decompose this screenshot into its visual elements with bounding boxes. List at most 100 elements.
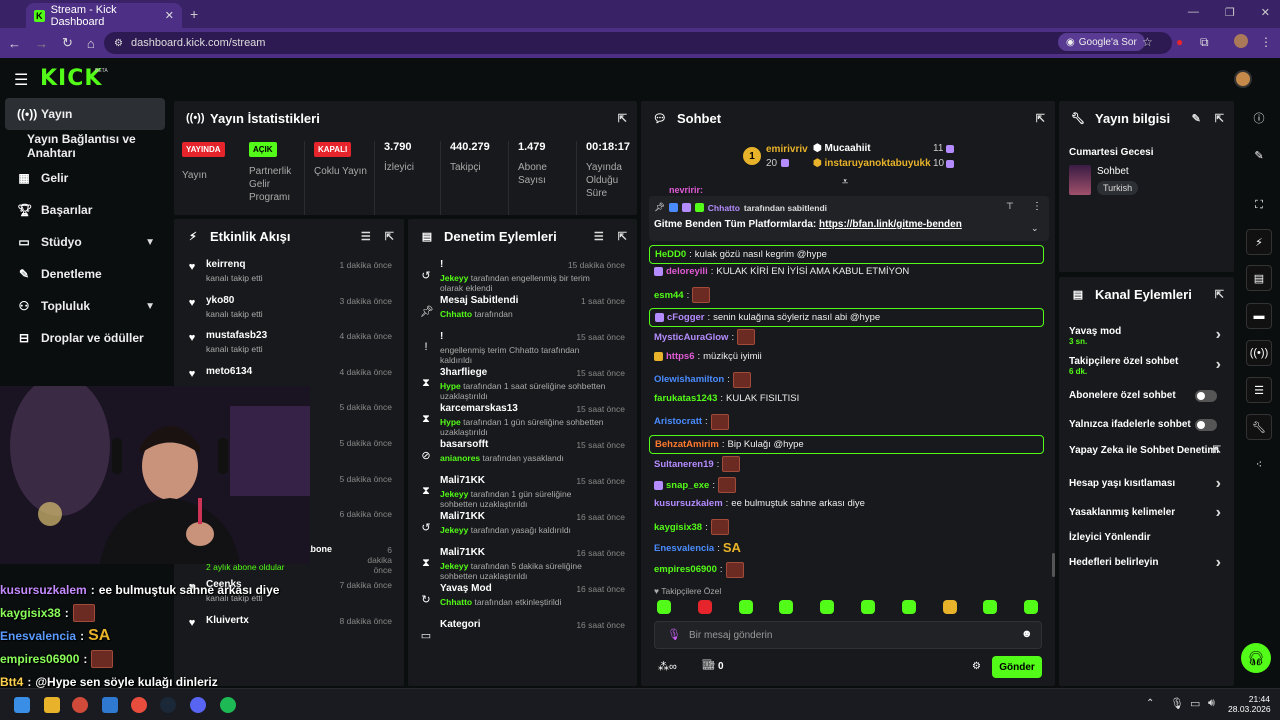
moderation-row[interactable]: 📌︎ Mesaj Sabitlendi Chhatto tarafından 1 sa… bbox=[408, 291, 637, 327]
moderation-row[interactable]: !! engellenmiş terim Chhatto tarafından k… bbox=[408, 327, 637, 365]
chat-username[interactable]: Enesvalencia bbox=[654, 542, 715, 554]
activity-row[interactable]: ♥ meto6134 4 dakika önce bbox=[174, 362, 404, 398]
channel-action-item[interactable]: Yapay Zeka ile Sohbet Denetimi ⇱ bbox=[1069, 445, 1229, 456]
mic-icon[interactable]: 🎙︎ bbox=[667, 629, 681, 641]
minimize-icon[interactable]: — bbox=[1187, 6, 1199, 18]
close-window-icon[interactable]: ✕ bbox=[1260, 7, 1270, 19]
chat-message[interactable]: empires06900: bbox=[654, 561, 744, 578]
edit-icon[interactable]: ✎ bbox=[1191, 112, 1201, 125]
activity-row[interactable]: ♥ Ceenks kanalı takip etti 7 dakika önce bbox=[174, 575, 404, 611]
pinned-link[interactable]: https://bfan.link/gitme-benden bbox=[819, 219, 962, 230]
clock[interactable]: 21:44 28.03.2026 bbox=[1228, 694, 1271, 714]
moderation-row[interactable]: ⧗ karcemarskas13 Hype tarafından 1 gün sür… bbox=[408, 399, 637, 437]
category-name[interactable]: Sohbet bbox=[1097, 166, 1129, 177]
gifter-3[interactable]: ⬢ instaruyanoktabuyukk bbox=[813, 158, 931, 169]
back-icon[interactable]: ← bbox=[8, 35, 21, 51]
google-ask-chip[interactable]: ◉ Google'a Sor bbox=[1058, 33, 1145, 51]
sidebar-item-gelir[interactable]: ▦ Gelir bbox=[5, 162, 165, 194]
quick-emote-icon[interactable] bbox=[983, 600, 998, 614]
tray-chevron-icon[interactable]: ⌃ bbox=[1146, 698, 1155, 709]
chat-message[interactable]: snap_exe: bbox=[654, 477, 736, 494]
chat-message[interactable]: deloreyili: KULAK KİRİ EN İYİSİ AMA KABUL… bbox=[654, 266, 909, 277]
extension-record-icon[interactable]: ● bbox=[1176, 35, 1184, 49]
chat-message[interactable]: Sultaneren19: bbox=[654, 456, 741, 472]
activity-row[interactable]: ♥ keirrenq kanalı takip etti 1 dakika önce bbox=[174, 255, 404, 291]
unpin-icon[interactable]: ⊤ bbox=[1006, 201, 1014, 211]
apps-icon[interactable]: ⁖ bbox=[1255, 458, 1263, 471]
sidebar-item-yayin[interactable]: ((•)) Yayın bbox=[5, 98, 165, 130]
quick-emote-icon[interactable] bbox=[901, 600, 916, 614]
channel-action-item[interactable]: Abonelere özel sohbet bbox=[1069, 390, 1229, 402]
chat-username[interactable]: MysticAuraGlow bbox=[654, 331, 729, 343]
chat-message[interactable]: cFogger: senin kulağına söyleriz nasıl ab… bbox=[649, 308, 1044, 328]
moderation-row[interactable]: ▭ Kategori 16 saat önce bbox=[408, 615, 637, 651]
sliders-icon[interactable]: ☰ bbox=[1246, 377, 1272, 403]
broadcast-icon[interactable]: ((•)) bbox=[1246, 340, 1272, 366]
browser-menu-icon[interactable]: ⋮ bbox=[1260, 35, 1272, 49]
chat-message[interactable]: Olewishamilton: bbox=[654, 371, 751, 388]
menu-icon[interactable]: ☰ bbox=[14, 72, 29, 89]
info-icon[interactable]: ⓘ bbox=[1253, 113, 1265, 125]
chat-message[interactable]: https6: müzikçü iyimii bbox=[654, 351, 762, 362]
chat-username[interactable]: kaygisix38 bbox=[654, 521, 703, 533]
toggle-switch[interactable] bbox=[1195, 419, 1217, 431]
discord-icon[interactable] bbox=[190, 697, 206, 713]
channel-action-item[interactable]: Yavaş mod 3 sn. › bbox=[1069, 326, 1229, 346]
chat-username[interactable]: snap_exe bbox=[666, 479, 710, 491]
channel-action-item[interactable]: Yalnızca ifadelerle sohbet bbox=[1069, 419, 1229, 431]
chat-username[interactable]: cFogger bbox=[667, 312, 705, 324]
maximize-icon[interactable]: ❐ bbox=[1224, 7, 1235, 19]
chat-message[interactable]: kaygisix38: bbox=[654, 519, 729, 536]
sidebar-item-droplar[interactable]: ⊟ Droplar ve ödüller bbox=[5, 322, 165, 354]
outlook-icon[interactable] bbox=[102, 697, 118, 713]
new-tab-icon[interactable]: + bbox=[190, 6, 199, 22]
pinned-message[interactable]: 📌︎ Chhatto tarafından sabitlendi ⊤ ⋮ Git… bbox=[649, 196, 1049, 241]
focus-icon[interactable]: ⛶ bbox=[1255, 198, 1263, 211]
chat-username[interactable]: esm44 bbox=[654, 289, 684, 301]
chrome-icon[interactable] bbox=[131, 697, 147, 713]
popout-icon[interactable]: ⇱ bbox=[1214, 288, 1224, 301]
wrench-icon[interactable]: 🔧︎ bbox=[1246, 414, 1272, 440]
chat-bubble-icon[interactable]: ▬ bbox=[1246, 303, 1272, 329]
quick-emote-icon[interactable] bbox=[1024, 600, 1039, 614]
browser-profile-avatar[interactable] bbox=[1234, 34, 1248, 48]
collapse-leaderboard-icon[interactable]: ⩡ bbox=[842, 176, 849, 188]
steam-icon[interactable] bbox=[160, 697, 176, 713]
popout-icon[interactable]: ⇱ bbox=[617, 230, 627, 243]
chevron-down-icon[interactable]: ⌄ bbox=[1031, 223, 1039, 233]
chat-message[interactable]: HeDD0: kulak gözü nasıl kegrim @hype bbox=[649, 245, 1044, 264]
bookmark-star-icon[interactable]: ☆ bbox=[1142, 35, 1153, 49]
moderation-row[interactable]: ⧗ 3harfliege Hype tarafından 1 saat süreli… bbox=[408, 363, 637, 401]
chat-message[interactable]: esm44: bbox=[654, 287, 711, 304]
chat-username[interactable]: deloreyili bbox=[666, 266, 708, 278]
chat-message[interactable]: kusursuzkalem: ee bulmuştuk sahne arkası … bbox=[654, 498, 865, 509]
filter-icon[interactable]: ☰ bbox=[593, 230, 604, 243]
more-options-icon[interactable]: ⋮ bbox=[1032, 201, 1042, 212]
moderation-row[interactable]: ⧗ Mali71KK Jekeyy tarafından 1 gün süreliğ… bbox=[408, 471, 637, 509]
activity-row[interactable]: ♥ yko80 kanalı takip etti 3 dakika önce bbox=[174, 291, 404, 327]
support-icon[interactable]: 🎧︎ bbox=[1241, 643, 1271, 673]
lightning-icon[interactable]: ⚡︎ bbox=[1246, 229, 1272, 255]
reload-icon[interactable]: ↻ bbox=[62, 35, 73, 50]
sidebar-item-topluluk[interactable]: ⚇ Topluluk ▼ bbox=[5, 290, 165, 322]
toggle-switch[interactable] bbox=[1195, 390, 1217, 402]
store-icon[interactable]: 🏬︎ bbox=[702, 660, 715, 671]
top-gifter-name[interactable]: emirivriv bbox=[766, 144, 808, 155]
filter-icon[interactable]: ☰ bbox=[360, 230, 371, 243]
chat-scrollbar[interactable] bbox=[1052, 553, 1055, 577]
file-explorer-icon[interactable] bbox=[44, 697, 60, 713]
kick-logo[interactable]: KICK bbox=[40, 66, 103, 91]
popout-icon[interactable]: ⇱ bbox=[1214, 112, 1224, 125]
chat-input[interactable]: 🎙︎ Bir mesaj gönderin ☻ bbox=[654, 621, 1042, 649]
sidebar-item-basarilar[interactable]: 🏆︎ Başarılar bbox=[5, 194, 165, 226]
browser-tab[interactable]: K Stream - Kick Dashboard ✕ bbox=[26, 3, 182, 28]
bits-icon[interactable]: ⁂∞ bbox=[658, 661, 677, 673]
moderation-row[interactable]: ⧗ Mali71KK Jekeyy tarafından 5 dakika süre… bbox=[408, 543, 637, 581]
popout-icon[interactable]: ⇱ bbox=[617, 112, 627, 125]
chat-username[interactable]: Olewishamilton bbox=[654, 374, 725, 386]
activity-row[interactable]: ♥ Kluivertx 8 dakika önce bbox=[174, 611, 404, 647]
quick-emote-icon[interactable] bbox=[697, 600, 712, 614]
chat-username[interactable]: empires06900 bbox=[654, 564, 717, 575]
spotify-icon[interactable] bbox=[220, 697, 236, 713]
chat-username[interactable]: HeDD0 bbox=[655, 249, 687, 260]
